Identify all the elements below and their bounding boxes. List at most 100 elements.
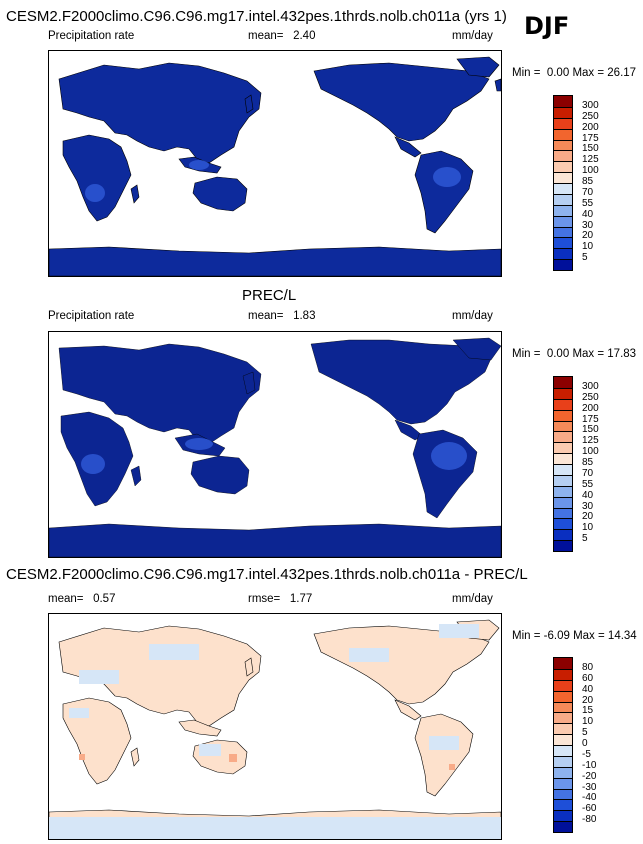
colorbar-tick-label: 300 bbox=[582, 380, 599, 392]
colorbar-tick-label: 10 bbox=[582, 241, 594, 253]
colorbar-tick-label: 100 bbox=[582, 446, 599, 458]
panel2-minmax: Min = 0.00 Max = 17.83 bbox=[512, 348, 637, 360]
north-america-landmass bbox=[310, 339, 494, 425]
colorbar-segment bbox=[554, 106, 572, 118]
colorbar-segment bbox=[554, 485, 572, 497]
colorbar-tick-label: 85 bbox=[582, 457, 594, 468]
colorbar-segment bbox=[554, 474, 572, 486]
colorbar-tick-label: 300 bbox=[582, 99, 599, 111]
japan bbox=[244, 657, 254, 677]
colorbar-tick-label: 30 bbox=[582, 500, 594, 512]
antarctica-landmass bbox=[49, 246, 501, 276]
colorbar-tick-label: 55 bbox=[582, 197, 594, 209]
colorbar-segment bbox=[554, 766, 572, 778]
colorbar-segment bbox=[554, 377, 572, 388]
colorbar-tick-label: 40 bbox=[582, 683, 594, 695]
panel2-variable-label: Precipitation rate bbox=[48, 310, 135, 322]
colorbar-segment bbox=[554, 193, 572, 205]
south-america-landmass bbox=[414, 713, 474, 797]
panel2-mean: mean= 1.83 bbox=[248, 310, 316, 322]
panel2-title: PREC/L bbox=[242, 287, 297, 304]
colorbar-segment bbox=[554, 259, 572, 270]
colorbar-tick-label: -30 bbox=[582, 781, 597, 793]
colorbar-tick-label: 250 bbox=[582, 391, 599, 403]
colorbar-segment bbox=[554, 183, 572, 194]
colorbar-segment bbox=[554, 799, 572, 811]
colorbar-tick-label: 85 bbox=[582, 176, 594, 187]
colorbar-segment bbox=[554, 734, 572, 745]
indonesia bbox=[178, 719, 222, 737]
japan bbox=[242, 371, 256, 395]
colorbar-tick-label: 15 bbox=[582, 705, 594, 717]
colorbar-segment bbox=[554, 668, 572, 680]
panel3-mean: mean= 0.57 bbox=[48, 593, 116, 605]
colorbar-segment bbox=[554, 679, 572, 691]
australia-landmass bbox=[192, 176, 248, 212]
colorbar-tick-label: -20 bbox=[582, 770, 597, 782]
colorbar-tick-label: 55 bbox=[582, 478, 594, 490]
colorbar-tick-label: -80 bbox=[582, 814, 597, 826]
colorbar-tick-label: 60 bbox=[582, 672, 594, 684]
panel3-colorbar bbox=[553, 657, 573, 833]
panel3-positive-strong bbox=[79, 754, 455, 770]
colorbar-tick-label: 20 bbox=[582, 694, 594, 706]
season-label: DJF bbox=[524, 12, 570, 40]
colorbar-segment bbox=[554, 387, 572, 399]
colorbar-segment bbox=[554, 398, 572, 410]
colorbar-segment bbox=[554, 453, 572, 464]
central-america bbox=[394, 699, 422, 721]
colorbar-tick-label: 175 bbox=[582, 413, 599, 425]
greenland bbox=[456, 56, 500, 78]
colorbar-segment bbox=[554, 431, 572, 443]
antarctica-landmass bbox=[49, 523, 501, 557]
madagascar bbox=[130, 465, 142, 487]
colorbar-tick-label: 200 bbox=[582, 121, 599, 133]
colorbar-tick-label: 0 bbox=[582, 738, 588, 749]
colorbar-tick-label: 20 bbox=[582, 230, 594, 242]
panel1-variable-label: Precipitation rate bbox=[48, 30, 135, 42]
australia-landmass bbox=[190, 455, 250, 495]
colorbar-segment bbox=[554, 464, 572, 475]
colorbar-tick-label: 40 bbox=[582, 208, 594, 220]
colorbar-segment bbox=[554, 420, 572, 432]
colorbar-tick-label: 150 bbox=[582, 424, 599, 436]
colorbar-tick-label: 5 bbox=[582, 252, 588, 264]
colorbar-segment bbox=[554, 128, 572, 140]
panel3-map bbox=[48, 613, 502, 840]
colorbar-segment bbox=[554, 248, 572, 260]
colorbar-tick-label: -10 bbox=[582, 759, 597, 771]
panel2-units: mm/day bbox=[452, 310, 493, 322]
madagascar bbox=[130, 184, 140, 204]
colorbar-tick-label: -40 bbox=[582, 792, 597, 804]
panel3-negative-regions bbox=[49, 624, 501, 839]
colorbar-segment bbox=[554, 712, 572, 724]
colorbar-tick-label: 5 bbox=[582, 533, 588, 545]
colorbar-tick-label: 30 bbox=[582, 219, 594, 231]
colorbar-tick-label: 40 bbox=[582, 489, 594, 501]
panel2-colorbar bbox=[553, 376, 573, 552]
africa-landmass bbox=[62, 134, 132, 222]
colorbar-tick-label: 125 bbox=[582, 435, 599, 447]
colorbar-segment bbox=[554, 518, 572, 530]
colorbar-segment bbox=[554, 701, 572, 713]
panel1-map bbox=[48, 50, 502, 277]
central-america bbox=[394, 136, 422, 158]
colorbar-tick-label: 100 bbox=[582, 165, 599, 177]
colorbar-tick-label: 70 bbox=[582, 467, 594, 479]
colorbar-segment bbox=[554, 810, 572, 822]
colorbar-tick-label: 150 bbox=[582, 143, 599, 155]
colorbar-segment bbox=[554, 723, 572, 735]
colorbar-tick-label: 10 bbox=[582, 522, 594, 534]
colorbar-segment bbox=[554, 204, 572, 216]
north-america-landmass bbox=[313, 62, 490, 142]
panel1-land bbox=[49, 56, 501, 276]
greenland bbox=[452, 337, 501, 361]
panel1-mean: mean= 2.40 bbox=[248, 30, 316, 42]
panel3-rmse: rmse= 1.77 bbox=[248, 593, 313, 605]
colorbar-segment bbox=[554, 821, 572, 832]
colorbar-segment bbox=[554, 226, 572, 238]
colorbar-tick-label: 80 bbox=[582, 661, 594, 673]
british-isles bbox=[494, 78, 501, 92]
colorbar-tick-label: 20 bbox=[582, 511, 594, 523]
panel2-map-svg bbox=[49, 337, 501, 557]
